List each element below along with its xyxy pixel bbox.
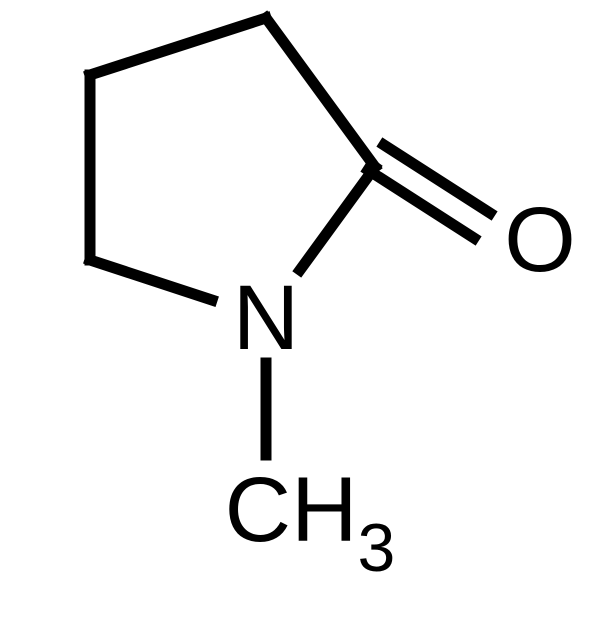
bond-b2 [90,18,266,75]
atom-label-text: CH [225,459,358,561]
bond-b3 [266,18,375,167]
atom-O: O [340,194,616,286]
atom-CH3: CH3 [110,464,510,571]
atom-label-text: N [233,267,299,369]
atom-label-subscript: 3 [358,510,396,586]
atom-label-text: O [504,189,576,291]
